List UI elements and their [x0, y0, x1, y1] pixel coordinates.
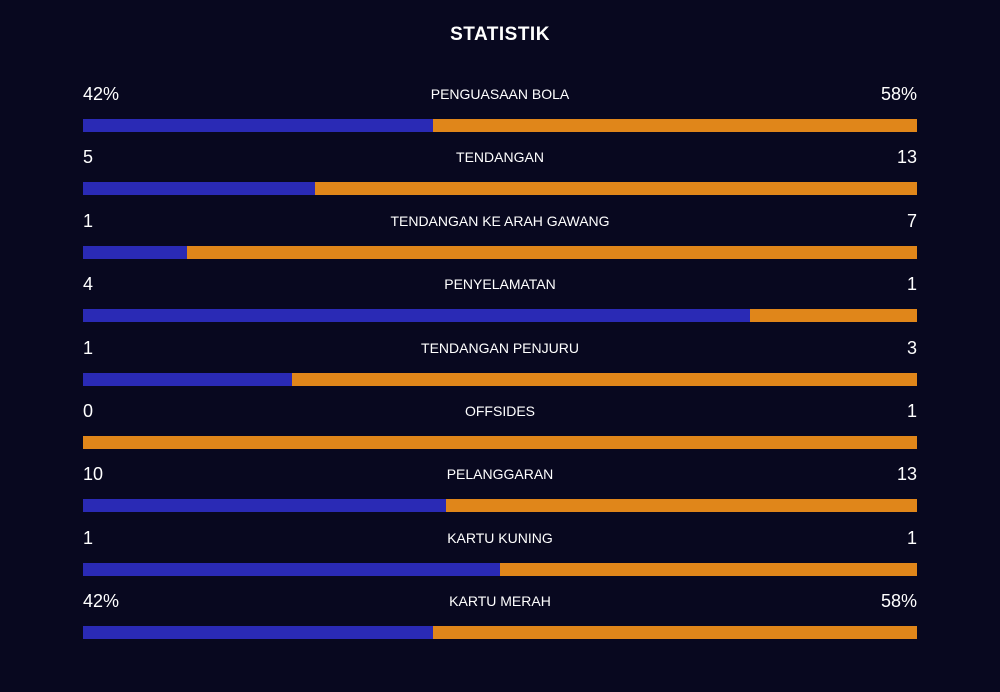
stat-label: PENYELAMATAN: [444, 276, 556, 293]
stat-row: 4 PENYELAMATAN 1: [83, 270, 917, 333]
away-bar-segment: [433, 626, 917, 640]
home-value: 4: [83, 274, 94, 295]
away-bar-segment: [445, 499, 917, 513]
stat-row: 0 OFFSIDES 1: [83, 397, 917, 460]
home-bar-segment: [83, 499, 446, 513]
stat-label: KARTU MERAH: [449, 593, 551, 610]
stat-bar: [83, 119, 917, 132]
stat-bar: [83, 182, 917, 196]
home-value: 1: [83, 337, 94, 358]
away-bar-segment: [433, 119, 917, 132]
away-value: 3: [906, 337, 917, 358]
stat-bar: [83, 499, 917, 513]
home-value: 42%: [83, 591, 120, 612]
home-bar-segment: [83, 245, 188, 259]
away-value: 13: [896, 464, 917, 485]
stat-bar: [83, 309, 917, 323]
away-bar-segment: [83, 435, 917, 449]
home-value: 1: [83, 210, 94, 231]
stat-row: 1 TENDANGAN KE ARAH GAWANG 7: [83, 207, 917, 270]
home-bar-segment: [83, 372, 292, 386]
stat-row: 5 TENDANGAN 13: [83, 143, 917, 206]
away-bar-segment: [500, 562, 917, 576]
home-bar-segment: [83, 562, 500, 576]
home-bar-segment: [83, 182, 315, 196]
stat-label: KARTU KUNING: [447, 529, 553, 546]
stats-list: 42% PENGUASAAN BOLA 58% 5 TENDANGAN 13 1 TENDAN…: [83, 80, 917, 651]
away-bar-segment: [187, 245, 917, 259]
away-bar-segment: [314, 182, 917, 196]
home-value: 0: [83, 400, 94, 421]
stat-label: TENDANGAN PENJURU: [421, 339, 579, 356]
stat-label: OFFSIDES: [464, 402, 535, 419]
stat-bar: [83, 626, 917, 640]
away-value: 58%: [880, 84, 917, 104]
home-value: 1: [83, 527, 94, 548]
away-value: 1: [906, 274, 917, 295]
home-bar-segment: [83, 626, 434, 640]
away-bar-segment: [750, 309, 917, 323]
stat-row: 1 TENDANGAN PENJURU 3: [83, 334, 917, 397]
stat-bar: [83, 562, 917, 576]
stat-bar: [83, 435, 917, 449]
away-value: 13: [896, 147, 917, 168]
stat-label: TENDANGAN: [456, 149, 544, 166]
home-bar-segment: [83, 309, 751, 323]
stat-label: PENGUASAAN BOLA: [430, 86, 570, 102]
stat-label: TENDANGAN KE ARAH GAWANG: [390, 212, 610, 229]
stat-row: 42% KARTU MERAH 58%: [83, 587, 917, 650]
stat-row: 10 PELANGGARAN 13: [83, 460, 917, 523]
stat-bar: [83, 372, 917, 386]
stat-label: PELANGGARAN: [446, 466, 554, 483]
away-value: 58%: [880, 591, 917, 612]
stat-row: 1 KARTU KUNING 1: [83, 524, 917, 587]
away-bar-segment: [291, 372, 917, 386]
home-value: 5: [83, 147, 94, 168]
home-value: 10: [83, 464, 104, 485]
chart-title: STATISTIK: [450, 24, 550, 45]
home-value: 42%: [83, 84, 120, 104]
home-bar-segment: [83, 119, 434, 132]
stat-bar: [83, 245, 917, 259]
away-value: 1: [906, 527, 917, 548]
stat-row: 42% PENGUASAAN BOLA 58%: [83, 80, 917, 143]
away-value: 1: [906, 400, 917, 421]
away-value: 7: [906, 210, 917, 231]
